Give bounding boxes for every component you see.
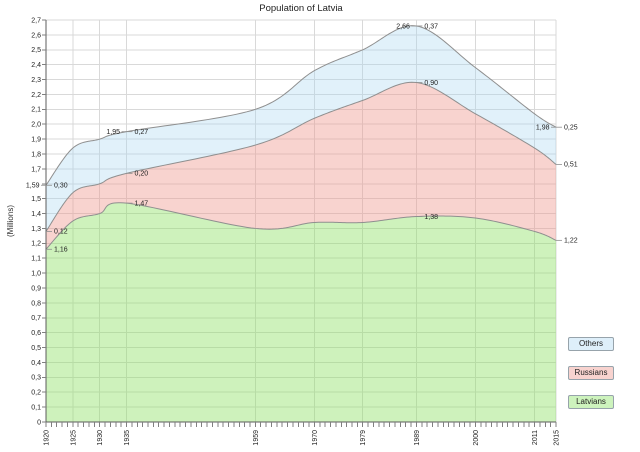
data-label: 1,95 (106, 129, 120, 136)
data-label: 0,37 (424, 23, 438, 30)
y-tick-label: 0,5 (31, 345, 41, 352)
y-tick-label: 2,5 (31, 47, 41, 54)
gridlines (45, 19, 557, 422)
x-tick-label: 1935 (124, 430, 131, 446)
y-tick-label: 2,7 (31, 17, 41, 24)
legend-label-russians: Russians (574, 368, 608, 377)
y-tick-label: 0,6 (31, 330, 41, 337)
x-tick-label: 2015 (554, 430, 561, 446)
y-tick-label: 0,7 (31, 315, 41, 322)
x-tick-label: 1930 (97, 430, 104, 446)
data-label: 1,47 (135, 200, 149, 207)
data-label: 1,59 (26, 183, 40, 190)
y-tick-label: 0,2 (31, 390, 41, 397)
y-tick-label: 1,2 (31, 241, 41, 248)
x-tick-label: 1979 (360, 430, 367, 446)
y-tick-label: 1,7 (31, 166, 41, 173)
y-tick-label: 1,0 (31, 271, 41, 278)
y-tick-label: 2,6 (31, 32, 41, 39)
x-tick-label: 1959 (253, 430, 260, 446)
legend-item-others[interactable]: Others (568, 337, 614, 351)
data-label: 1,22 (564, 238, 578, 245)
y-tick-label: 0 (37, 419, 41, 426)
legend-item-russians[interactable]: Russians (568, 366, 614, 380)
plot-area: 0 0,1 0,2 0,3 0,4 0,5 0,6 0,7 0,8 0,9 1,0 1,1 1,2 1,3… (26, 17, 578, 445)
x-tick-labels: 1920 1925 1930 1935 1959 1970 1979 1989 2000 2011… (44, 430, 561, 446)
y-tick-label: 2,0 (31, 122, 41, 129)
data-label: 0,27 (135, 129, 149, 136)
total-outline (45, 25, 557, 186)
x-tick-label: 2011 (532, 430, 539, 445)
latvians-outline (45, 202, 557, 250)
x-tick-label: 1925 (70, 430, 77, 446)
data-label: 0,30 (54, 183, 68, 190)
y-tick-label: 0,4 (31, 360, 41, 367)
x-tick-label: 1920 (44, 430, 51, 446)
data-label: 0,51 (564, 162, 578, 169)
y-tick-label: 1,3 (31, 226, 41, 233)
data-labels: 1,59 0,30 0,12 1,16 1,95 0,27 0,20 1,47 2,66 0,37… (26, 23, 578, 253)
y-axis-title: (Millions) (6, 205, 15, 237)
y-tick-label: 1,5 (31, 196, 41, 203)
series-outlines (45, 25, 557, 250)
x-tick-label: 1989 (414, 430, 421, 446)
y-tick-label: 2,1 (31, 107, 41, 114)
y-tick-labels: 0 0,1 0,2 0,3 0,4 0,5 0,6 0,7 0,8 0,9 1,0 1,1 1,2 1,3… (31, 17, 41, 426)
y-tick-label: 0,9 (31, 285, 41, 292)
data-label: 0,90 (424, 80, 438, 87)
y-tick-label: 0,8 (31, 300, 41, 307)
y-tick-label: 1,4 (31, 211, 41, 218)
y-tick-label: 0,3 (31, 375, 41, 382)
x-tick-label: 1970 (312, 430, 319, 446)
area-russians (46, 82, 556, 250)
legend-label-latvians: Latvians (576, 397, 606, 406)
axes (42, 19, 557, 427)
y-tick-label: 2,2 (31, 92, 41, 99)
russians-outline (45, 81, 557, 232)
y-tick-label: 0,1 (31, 405, 41, 412)
legend-item-latvians[interactable]: Latvians (568, 395, 614, 409)
data-label: 1,38 (424, 214, 438, 221)
y-tick-label: 1,8 (31, 151, 41, 158)
y-tick-label: 1,1 (31, 256, 41, 263)
y-tick-label: 1,9 (31, 137, 41, 144)
data-label: 1,98 (536, 125, 550, 132)
data-label: 1,16 (54, 247, 68, 254)
data-label: 0,12 (54, 229, 68, 236)
area-others (46, 25, 556, 232)
data-label: 0,25 (564, 125, 578, 132)
chart-title: Population of Latvia (259, 3, 343, 14)
area-latvians (46, 202, 556, 422)
data-label: 0,20 (135, 171, 149, 178)
x-tick-label: 2000 (473, 430, 480, 446)
legend-label-others: Others (578, 339, 603, 348)
data-label: 2,66 (396, 23, 410, 30)
y-tick-label: 2,4 (31, 62, 41, 69)
y-tick-label: 2,3 (31, 77, 41, 84)
